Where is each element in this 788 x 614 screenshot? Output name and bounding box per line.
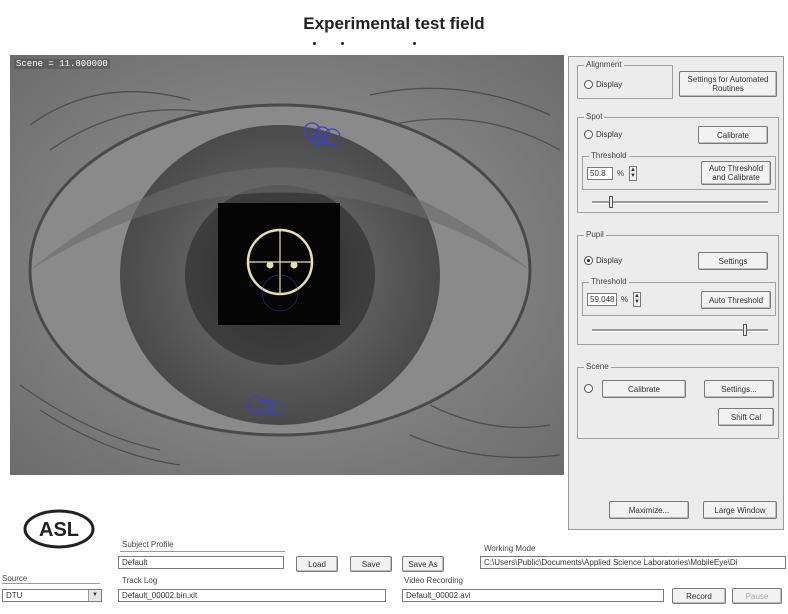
pupil-threshold-slider[interactable] <box>592 324 768 336</box>
slider-thumb[interactable] <box>609 196 614 208</box>
caption-tick-marks <box>305 42 425 52</box>
control-panel: Alignment Display Settings for Automated… <box>568 56 784 530</box>
pupil-threshold-unit: % <box>621 295 629 304</box>
pause-button[interactable]: Pause <box>732 588 782 604</box>
spot-auto-threshold-button[interactable]: Auto Threshold and Calibrate <box>701 161 771 185</box>
subject-profile-label: Subject Profile <box>122 540 174 549</box>
video-recording-field[interactable]: Default_00002.avi <box>402 589 664 602</box>
subject-profile-divider <box>120 551 285 552</box>
large-window-button[interactable]: Large Window <box>703 501 777 519</box>
alignment-display-radio[interactable]: Display <box>584 80 622 89</box>
pupil-threshold-group: Threshold 59.048 % ▲ ▼ Auto Threshold <box>582 277 776 316</box>
pupil-detail-window <box>218 203 340 325</box>
scene-radio[interactable] <box>584 384 593 393</box>
radio-off-icon <box>584 80 593 89</box>
spot-group: Spot Display Calibrate Threshold 50.8 % … <box>577 112 779 213</box>
automated-routines-button[interactable]: Settings for Automated Routines <box>679 71 777 97</box>
source-divider <box>2 583 100 584</box>
scene-group: Scene Calibrate Settings... Shift Cal <box>577 362 779 439</box>
pupil-title: Pupil <box>584 230 606 240</box>
shift-cal-button[interactable]: Shift Cal <box>718 408 774 426</box>
scene-readout: Scene = 11.800000 <box>14 59 110 69</box>
save-as-button[interactable]: Save As <box>402 556 444 572</box>
source-select[interactable]: DTU ▼ <box>2 589 102 602</box>
maximize-button[interactable]: Maximize... <box>609 501 689 519</box>
pupil-crosshair <box>246 228 314 296</box>
save-button[interactable]: Save <box>350 556 392 572</box>
lower-marker-cluster <box>247 396 283 416</box>
record-button[interactable]: Record <box>672 588 726 604</box>
radio-on-icon <box>584 256 593 265</box>
pupil-threshold-title: Threshold <box>589 277 629 287</box>
chevron-down-icon: ▼ <box>88 590 101 601</box>
pupil-threshold-spinner[interactable]: ▲ ▼ <box>633 292 641 307</box>
spot-display-radio[interactable]: Display <box>584 130 622 139</box>
scene-calibrate-button[interactable]: Calibrate <box>602 380 686 398</box>
slider-track <box>592 201 768 204</box>
eye-camera-view[interactable]: Scene = 11.800000 <box>10 55 564 475</box>
subject-profile-field[interactable]: Default <box>118 556 284 569</box>
track-log-label: Track Log <box>122 576 158 585</box>
video-recording-label: Video Recording <box>404 576 464 585</box>
pupil-group: Pupil Display Settings Threshold 59.048 … <box>577 230 779 345</box>
spot-threshold-slider[interactable] <box>592 196 768 208</box>
working-mode-field[interactable]: C:\Users\Public\Documents\Applied Scienc… <box>480 556 786 569</box>
upper-marker-cluster <box>303 122 341 146</box>
source-label: Source <box>2 574 28 583</box>
spot-threshold-group: Threshold 50.8 % ▲ ▼ Auto Threshold and C… <box>582 151 776 190</box>
working-mode-label: Working Mode <box>484 544 536 553</box>
spot-title: Spot <box>584 112 605 122</box>
spot-calibrate-button[interactable]: Calibrate <box>698 126 768 144</box>
slider-thumb[interactable] <box>743 324 748 336</box>
spot-threshold-title: Threshold <box>589 151 629 161</box>
spot-threshold-spinner[interactable]: ▲ ▼ <box>629 166 637 181</box>
asl-logo: ASL <box>23 509 95 549</box>
pupil-threshold-input[interactable]: 59.048 <box>587 293 617 306</box>
radio-off-icon <box>584 130 593 139</box>
pupil-settings-button[interactable]: Settings <box>698 252 768 270</box>
pupil-auto-threshold-button[interactable]: Auto Threshold <box>701 291 771 309</box>
svg-text:ASL: ASL <box>39 519 79 541</box>
radio-off-icon <box>584 384 593 393</box>
eye-image <box>10 55 564 475</box>
track-log-field[interactable]: Default_00002.bin.xlt <box>118 589 386 602</box>
scene-settings-button[interactable]: Settings... <box>704 380 774 398</box>
alignment-title: Alignment <box>584 60 624 70</box>
figure-caption: Experimental test field <box>303 14 485 33</box>
load-button[interactable]: Load <box>296 556 338 572</box>
slider-track <box>592 329 768 332</box>
alignment-group: Alignment Display <box>577 60 673 99</box>
pupil-display-radio[interactable]: Display <box>584 256 622 265</box>
spot-threshold-unit: % <box>617 169 625 178</box>
scene-title: Scene <box>584 362 611 372</box>
spot-threshold-input[interactable]: 50.8 <box>587 167 613 180</box>
